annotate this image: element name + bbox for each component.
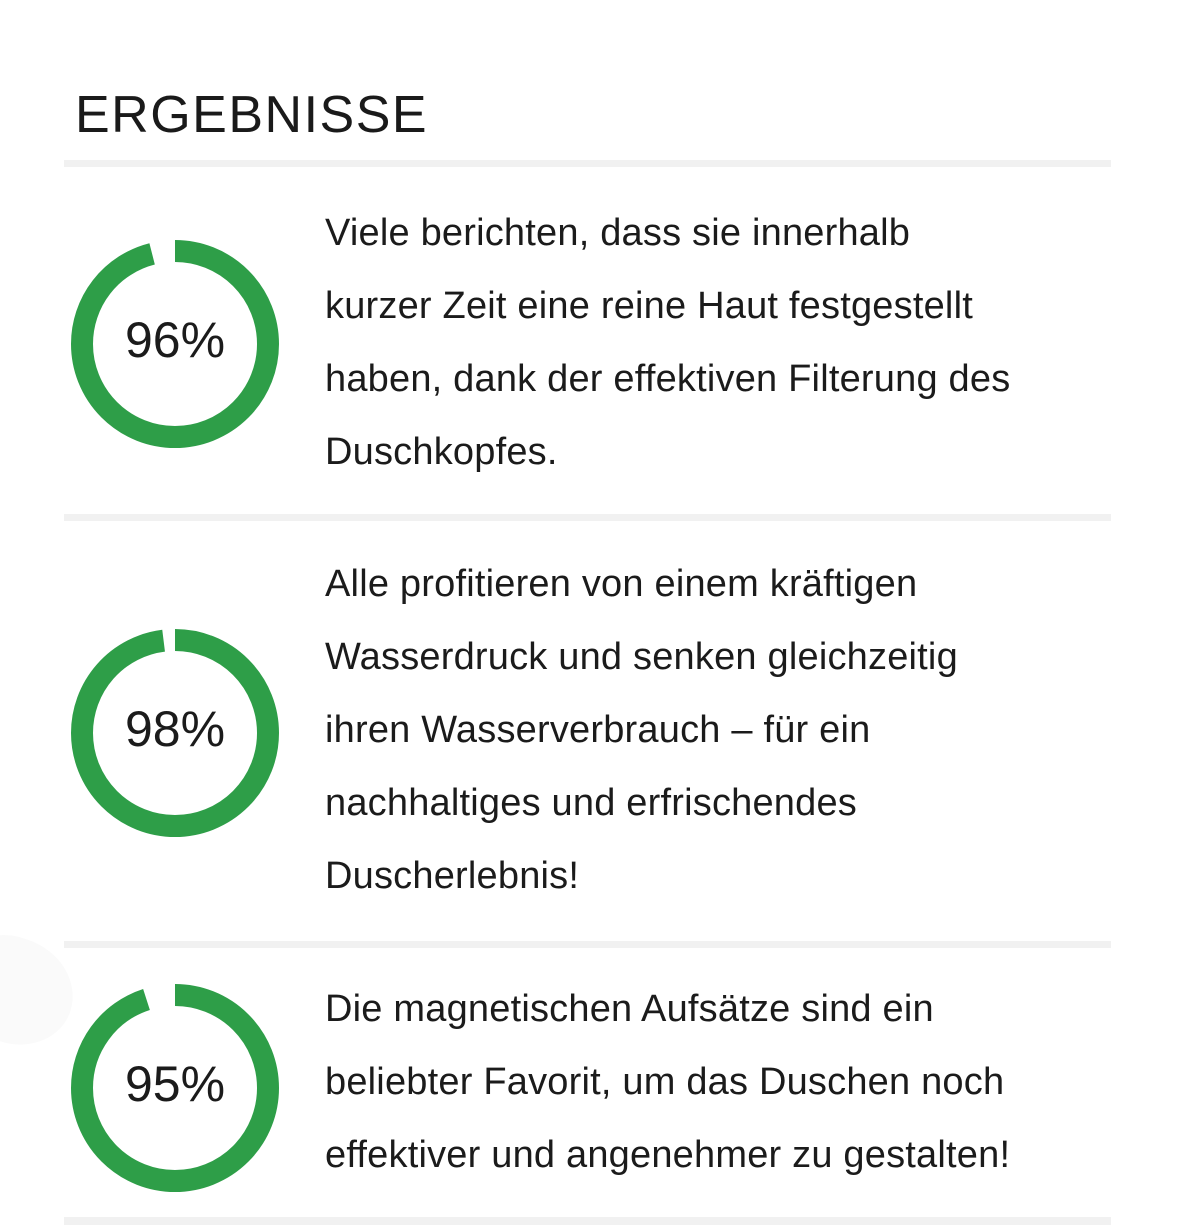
stat-text-line: Duscherlebnis! xyxy=(325,855,580,897)
stat-description: Viele berichten, dass sie innerhalb kurze… xyxy=(325,197,1115,489)
progress-ring-icon xyxy=(71,240,279,448)
divider xyxy=(64,514,1111,521)
progress-ring-icon xyxy=(71,984,279,1192)
section-title: ERGEBNISSE xyxy=(75,85,429,144)
stat-text-line: Viele berichten, dass sie innerhalb xyxy=(325,212,911,254)
progress-circle: 96% xyxy=(71,240,279,448)
divider xyxy=(64,941,1111,948)
progress-circle: 98% xyxy=(71,629,279,837)
percent-value: 96% xyxy=(124,312,226,368)
divider xyxy=(64,1217,1111,1225)
stat-description: Die magnetischen Aufsätze sind ein belieb… xyxy=(325,973,1115,1192)
stat-description: Alle profitieren von einem kräftigen Wass… xyxy=(325,548,1115,913)
divider xyxy=(64,160,1111,167)
stat-text-line: effektiver und angenehmer zu gestalten! xyxy=(325,1134,1011,1176)
stat-text-line: haben, dank der effektiven Filterung des xyxy=(325,358,1011,400)
stat-text-line: nachhaltiges und erfrischendes xyxy=(325,782,858,824)
progress-circle: 95% xyxy=(71,984,279,1192)
progress-ring-icon xyxy=(71,629,279,837)
percent-value: 95% xyxy=(124,1056,226,1112)
stat-text-line: Wasserdruck und senken gleichzeitig xyxy=(325,636,958,678)
percent-value: 98% xyxy=(124,701,226,757)
stat-row: 96% Viele berichten, dass sie innerhalb k… xyxy=(0,197,1179,517)
stat-text-line: kurzer Zeit eine reine Haut festgestellt xyxy=(325,285,973,327)
stat-text-line: ihren Wasserverbrauch – für ein xyxy=(325,709,871,751)
stat-text-line: Duschkopfes. xyxy=(325,431,558,473)
stat-text-line: Die magnetischen Aufsätze sind ein xyxy=(325,988,934,1030)
stat-row: 95% Die magnetischen Aufsätze sind ein be… xyxy=(0,973,1179,1223)
stat-row: 98% Alle profitieren von einem kräftigen… xyxy=(0,548,1179,928)
stat-text-line: Alle profitieren von einem kräftigen xyxy=(325,563,918,605)
stat-text-line: beliebter Favorit, um das Duschen noch xyxy=(325,1061,1005,1103)
